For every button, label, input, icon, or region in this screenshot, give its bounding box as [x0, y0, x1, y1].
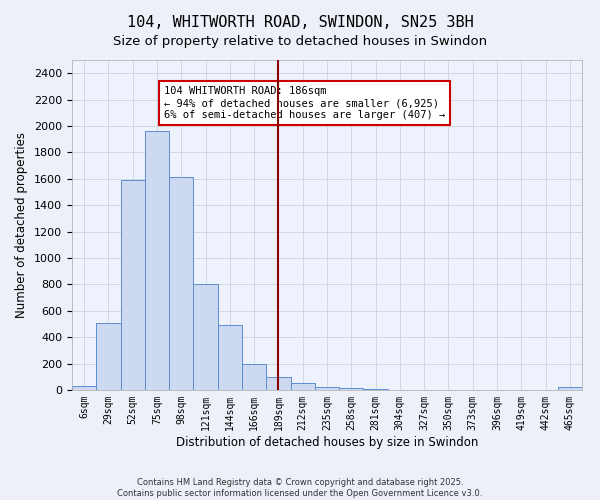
- Bar: [242, 364, 266, 390]
- Text: 104 WHITWORTH ROAD: 186sqm
← 94% of detached houses are smaller (6,925)
6% of se: 104 WHITWORTH ROAD: 186sqm ← 94% of deta…: [164, 86, 445, 120]
- Bar: [290, 384, 315, 390]
- Bar: [145, 132, 169, 390]
- Bar: [96, 322, 121, 390]
- Bar: [169, 178, 193, 390]
- Bar: [266, 378, 290, 390]
- Bar: [218, 326, 242, 390]
- Bar: [315, 388, 339, 390]
- Bar: [339, 388, 364, 390]
- Text: 104, WHITWORTH ROAD, SWINDON, SN25 3BH: 104, WHITWORTH ROAD, SWINDON, SN25 3BH: [127, 15, 473, 30]
- Bar: [558, 388, 582, 390]
- Text: Contains HM Land Registry data © Crown copyright and database right 2025.
Contai: Contains HM Land Registry data © Crown c…: [118, 478, 482, 498]
- Bar: [364, 388, 388, 390]
- Y-axis label: Number of detached properties: Number of detached properties: [16, 132, 28, 318]
- Bar: [72, 386, 96, 390]
- Text: Size of property relative to detached houses in Swindon: Size of property relative to detached ho…: [113, 35, 487, 48]
- Bar: [121, 180, 145, 390]
- X-axis label: Distribution of detached houses by size in Swindon: Distribution of detached houses by size …: [176, 436, 478, 448]
- Bar: [193, 284, 218, 390]
